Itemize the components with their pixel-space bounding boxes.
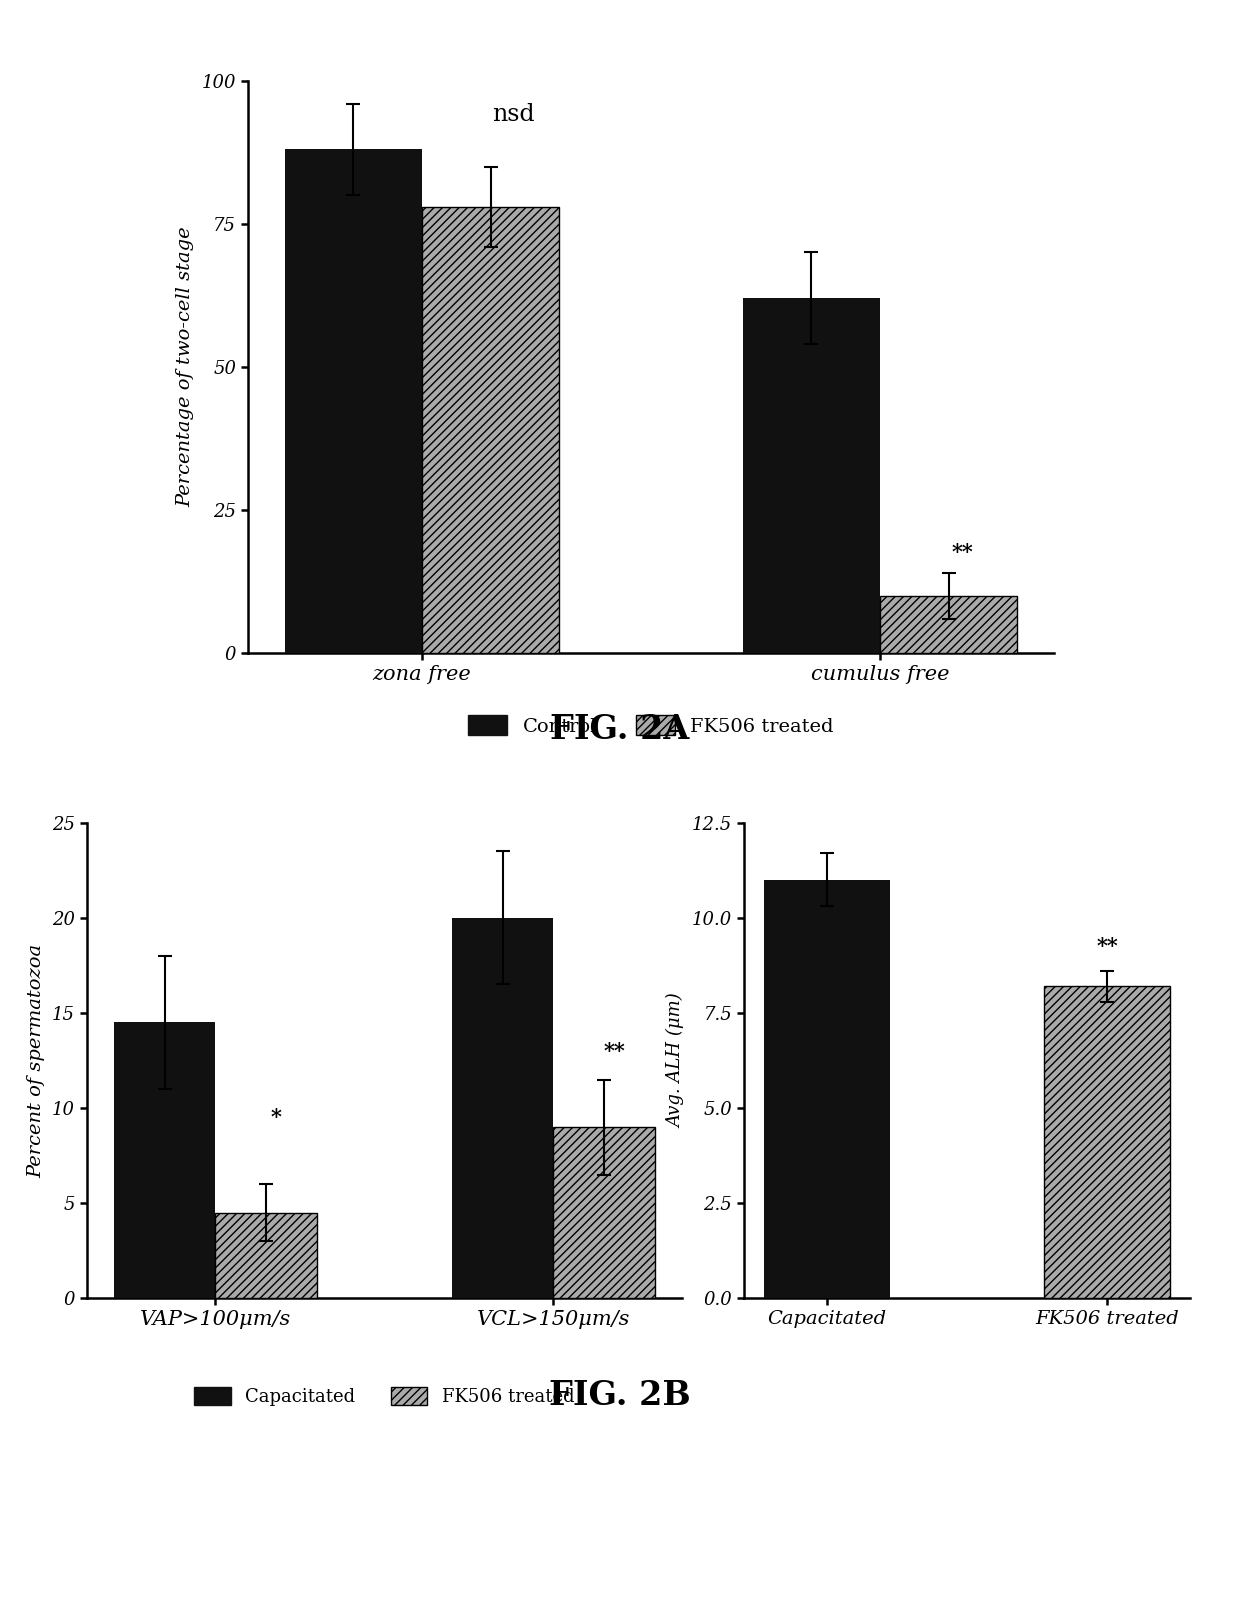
Bar bbox=[743, 298, 880, 653]
Bar bbox=[880, 597, 1017, 653]
Text: **: ** bbox=[604, 1040, 625, 1061]
Legend: Control, FK506 treated: Control, FK506 treated bbox=[460, 708, 842, 744]
Text: FIG. 2A: FIG. 2A bbox=[551, 713, 689, 745]
Bar bbox=[453, 918, 553, 1298]
Text: *: * bbox=[270, 1107, 281, 1127]
Legend: Capacitated, FK506 treated: Capacitated, FK506 treated bbox=[187, 1379, 582, 1413]
Bar bbox=[216, 1213, 316, 1298]
Bar bbox=[764, 879, 890, 1298]
Text: **: ** bbox=[1096, 936, 1118, 957]
Text: **: ** bbox=[951, 542, 973, 561]
Y-axis label: Percent of spermatozoa: Percent of spermatozoa bbox=[27, 944, 45, 1177]
Bar bbox=[114, 1023, 216, 1298]
Y-axis label: Avg. ALH (μm): Avg. ALH (μm) bbox=[667, 994, 684, 1127]
Text: FIG. 2B: FIG. 2B bbox=[549, 1379, 691, 1411]
Bar bbox=[553, 1127, 655, 1298]
Bar bbox=[422, 206, 559, 653]
Text: nsd: nsd bbox=[492, 103, 534, 126]
Bar bbox=[1044, 986, 1171, 1298]
Bar bbox=[285, 150, 422, 653]
Y-axis label: Percentage of two-cell stage: Percentage of two-cell stage bbox=[177, 227, 195, 506]
